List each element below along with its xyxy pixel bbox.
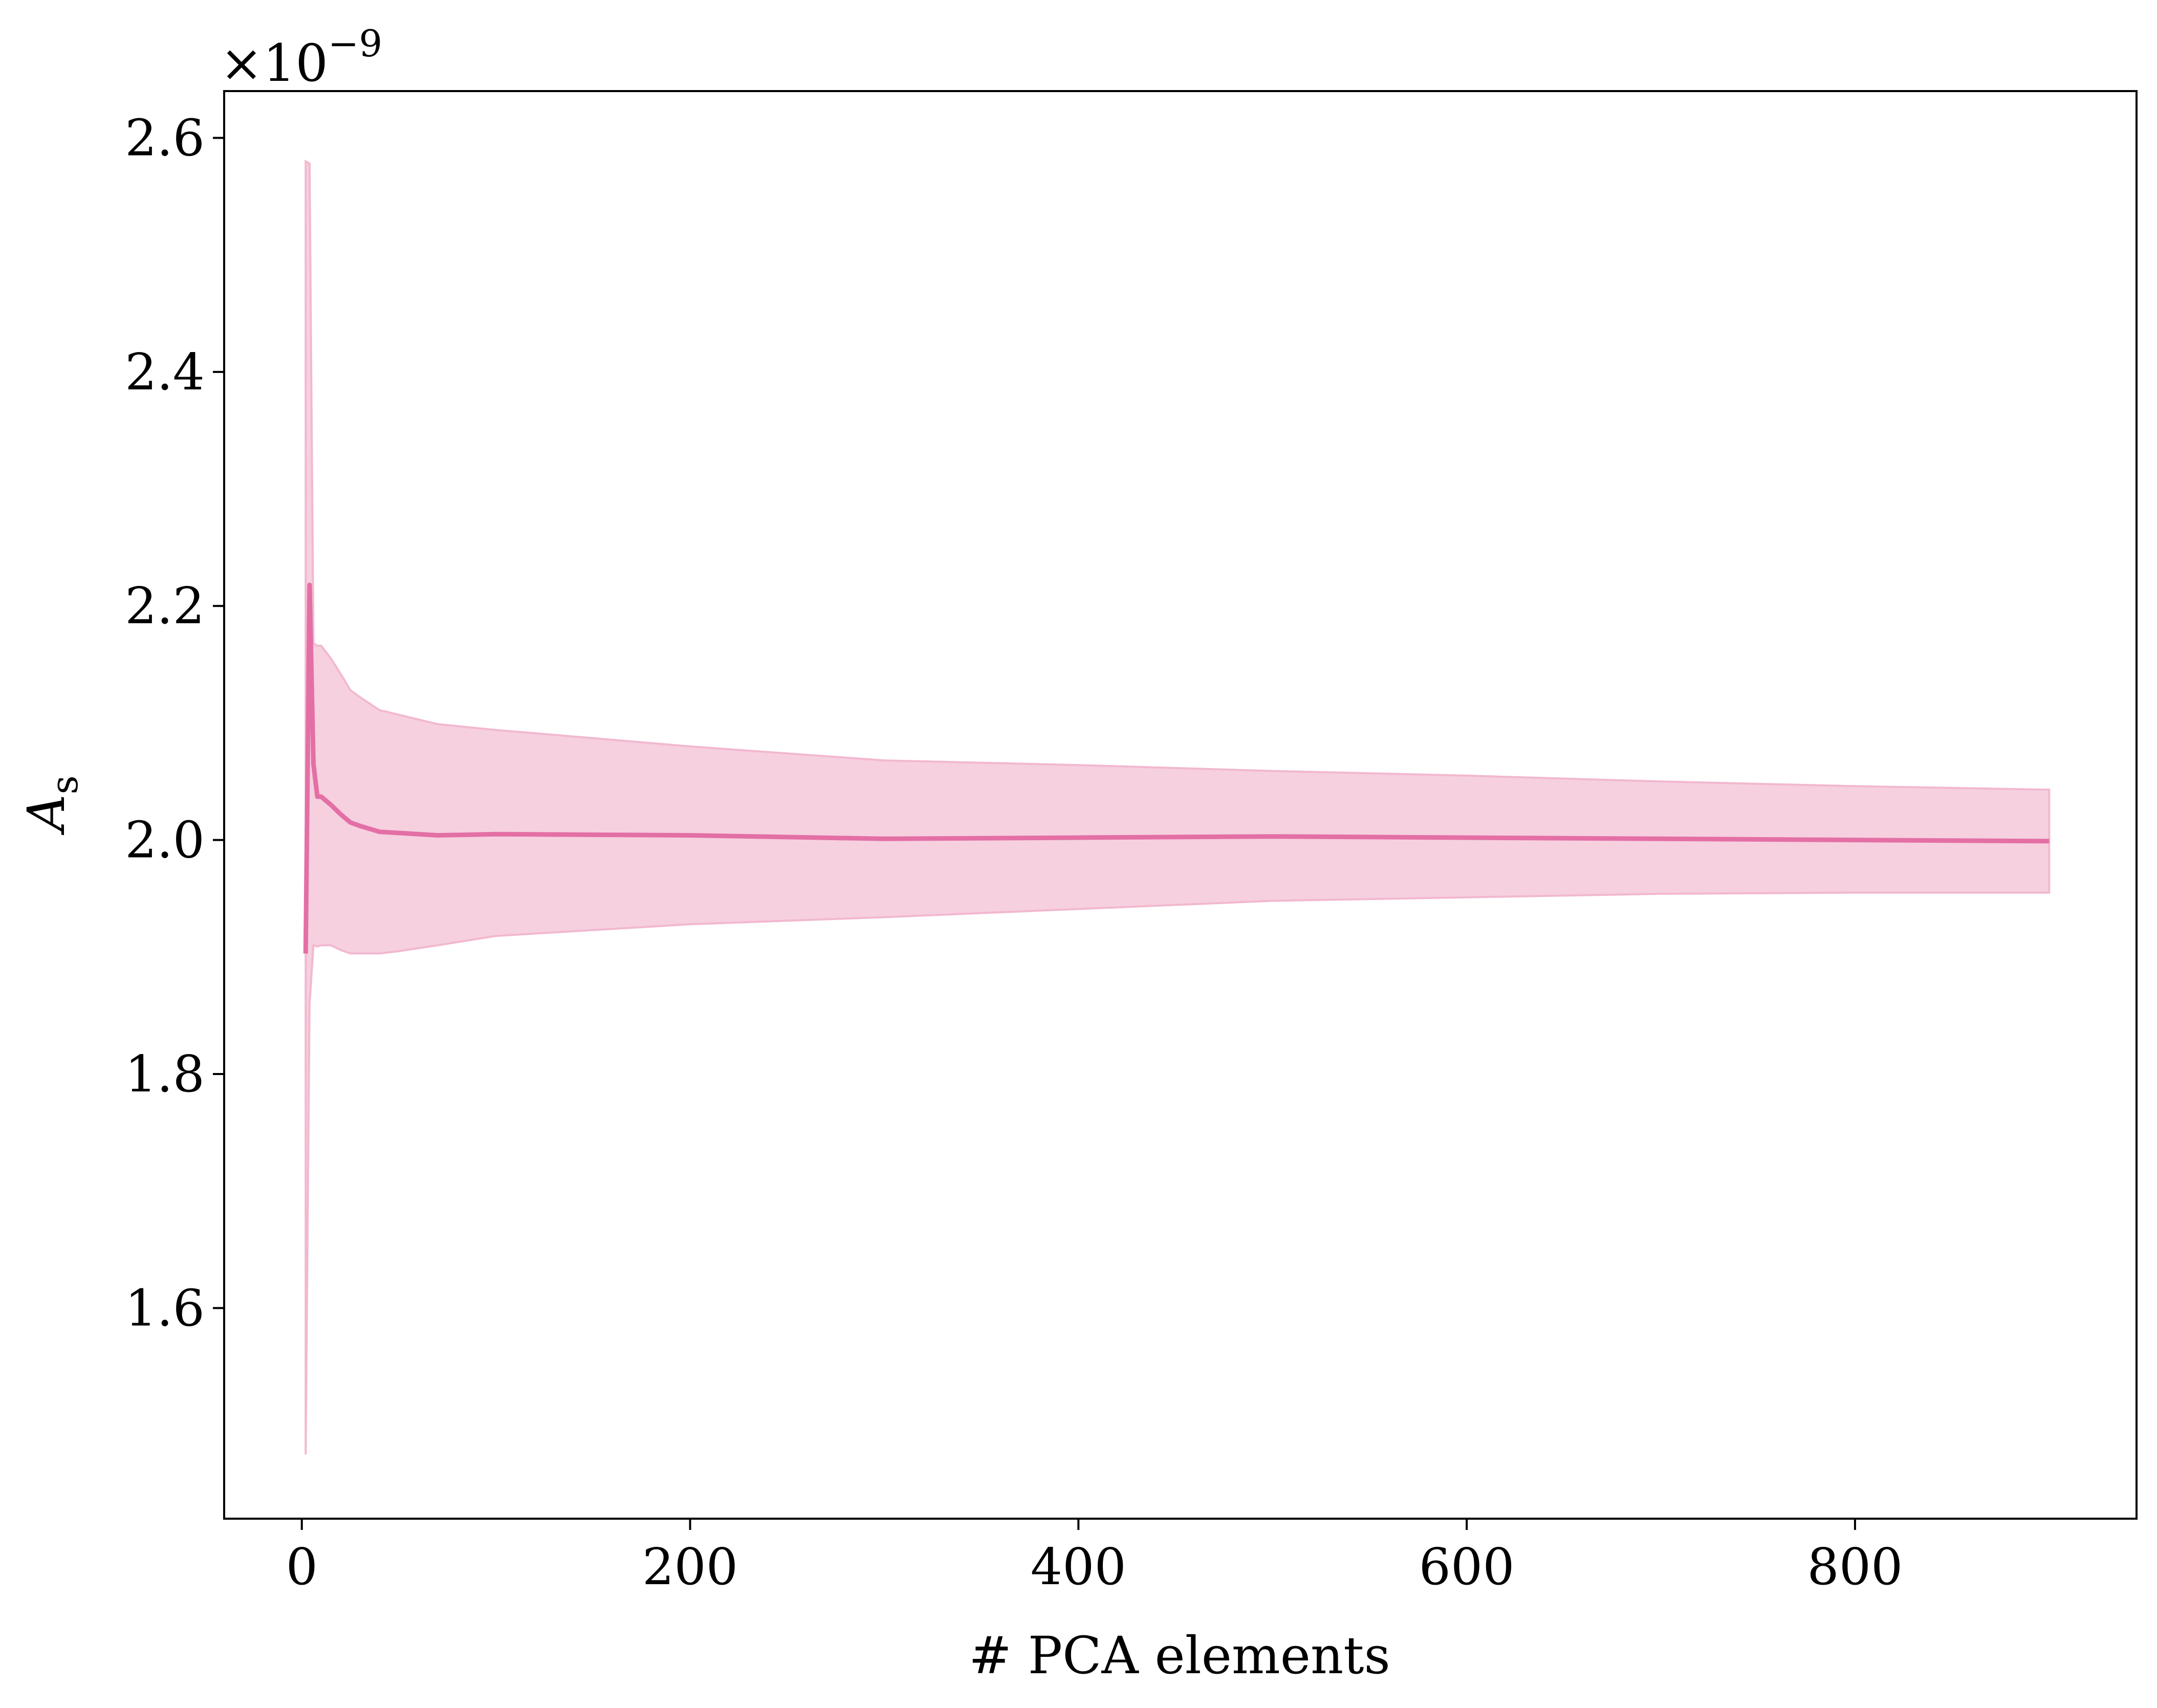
series-line <box>303 582 2050 954</box>
x-tick-label: 0 <box>286 1538 318 1596</box>
plot-area <box>303 159 2051 1455</box>
y-tick-label: 1.6 <box>125 1279 205 1338</box>
axes: 0 200 400 600 800 1.6 1.8 2.0 2.2 2.4 2.6 <box>125 90 2138 1596</box>
y-tick-label: 2.6 <box>125 109 205 167</box>
axes-frame <box>223 90 2138 1520</box>
x-tick-label: 200 <box>642 1538 738 1596</box>
uncertainty-band <box>304 159 2051 1455</box>
y-tick-label: 1.8 <box>125 1045 205 1104</box>
x-tick-label: 800 <box>1807 1538 1903 1596</box>
x-axis-title: # PCA elements <box>969 1626 1390 1685</box>
x-tick-label: 400 <box>1031 1538 1126 1596</box>
x-tick-label: 600 <box>1419 1538 1515 1596</box>
y-scale-multiplier: ×10−9 <box>220 22 382 93</box>
y-tick-label: 2.2 <box>125 577 205 636</box>
y-tick-label: 2.4 <box>125 343 205 402</box>
y-tick-label: 2.0 <box>125 812 205 870</box>
y-axis-title: As <box>16 775 86 835</box>
